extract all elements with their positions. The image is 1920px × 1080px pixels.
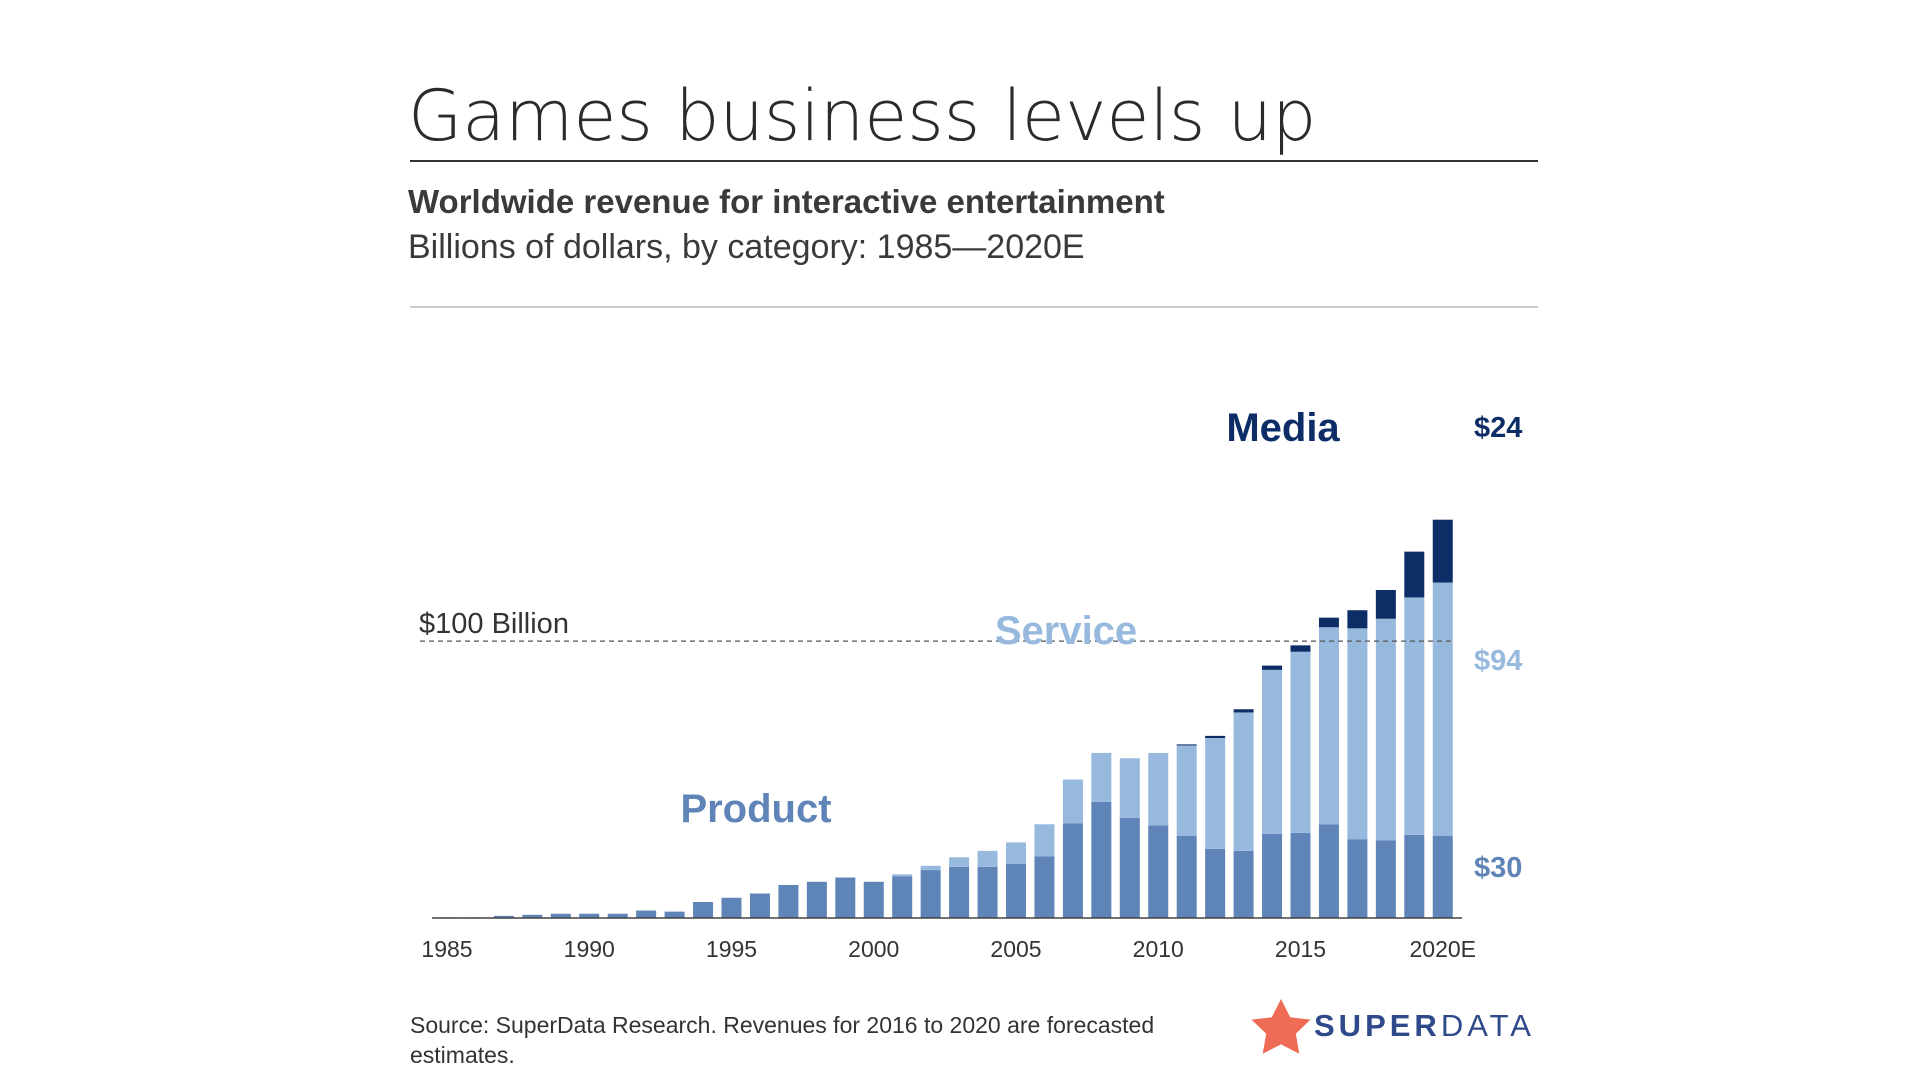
- bar-service-2011: [1176, 745, 1197, 836]
- bar-product-1990: [579, 913, 600, 918]
- bar-product-2000: [863, 881, 884, 918]
- series-label-media: Media: [1226, 406, 1340, 450]
- bar-product-2011: [1176, 836, 1197, 918]
- source-note-line2: estimates.: [410, 1042, 515, 1068]
- bar-product-1995: [721, 897, 742, 918]
- bar-media-2013: [1233, 709, 1254, 713]
- x-tick-label-2020E: 2020E: [1409, 936, 1476, 962]
- star-icon: [1251, 999, 1311, 1054]
- end-label-product: $30: [1474, 852, 1522, 884]
- series-label-service: Service: [995, 609, 1137, 653]
- x-tick-label-2010: 2010: [1133, 936, 1184, 962]
- bar-product-1998: [806, 881, 827, 918]
- bar-product-2012: [1205, 848, 1226, 918]
- bar-product-1989: [550, 913, 571, 918]
- bar-service-2006: [1034, 824, 1055, 857]
- series-labels: Product Service Media: [680, 406, 1340, 831]
- end-value-labels: $24 $94 $30: [1474, 412, 1522, 884]
- bar-product-2017: [1347, 839, 1368, 918]
- bar-product-2007: [1062, 823, 1083, 918]
- bar-media-2016: [1318, 617, 1339, 628]
- bar-service-2001: [892, 874, 913, 877]
- bar-media-2020E: [1432, 519, 1453, 583]
- bar-product-2003: [949, 866, 970, 918]
- bar-product-1988: [522, 914, 543, 918]
- x-tick-label-2005: 2005: [990, 936, 1041, 962]
- bar-media-2017: [1347, 610, 1368, 629]
- end-label-service: $94: [1474, 645, 1522, 677]
- bar-service-2010: [1148, 752, 1169, 826]
- bar-product-2019: [1404, 834, 1425, 918]
- bar-service-2002: [920, 865, 941, 871]
- bar-media-2012: [1205, 735, 1226, 739]
- bar-service-2008: [1091, 752, 1112, 802]
- bar-product-2016: [1318, 824, 1339, 918]
- bar-media-2011: [1176, 744, 1197, 746]
- bar-product-2006: [1034, 856, 1055, 918]
- chart-description: Billions of dollars, by category: 1985—2…: [408, 228, 1085, 266]
- source-note-line1: Source: SuperData Research. Revenues for…: [410, 1012, 1154, 1038]
- bar-product-1992: [636, 910, 657, 918]
- bar-service-2007: [1062, 779, 1083, 824]
- bar-media-2018: [1375, 589, 1396, 619]
- end-label-media: $24: [1474, 412, 1522, 444]
- bar-service-2018: [1375, 618, 1396, 841]
- plot-bars: [437, 519, 1453, 919]
- reference-line-label: $100 Billion: [419, 608, 569, 640]
- bar-service-2017: [1347, 628, 1368, 840]
- bar-product-1994: [693, 902, 714, 918]
- bar-service-2003: [949, 857, 970, 867]
- chart-subtitle: Worldwide revenue for interactive entert…: [408, 183, 1165, 220]
- bar-media-2014: [1262, 665, 1283, 670]
- bar-service-2004: [977, 850, 998, 867]
- bar-service-2019: [1404, 597, 1425, 835]
- bar-service-2012: [1205, 738, 1226, 849]
- bar-product-2013: [1233, 850, 1254, 918]
- superdata-logo: SUPERDATA: [1251, 999, 1535, 1054]
- x-tick-label-2000: 2000: [848, 936, 899, 962]
- bar-product-2015: [1290, 832, 1311, 918]
- x-tick-label-1995: 1995: [706, 936, 757, 962]
- bar-product-1991: [607, 913, 628, 918]
- x-tick-label-1990: 1990: [564, 936, 615, 962]
- x-tick-label-1985: 1985: [421, 936, 472, 962]
- bar-service-2016: [1318, 627, 1339, 825]
- bar-service-2013: [1233, 712, 1254, 851]
- reference-line-group: $100 Billion: [419, 608, 1452, 642]
- bar-product-2020E: [1432, 836, 1453, 918]
- bar-product-1987: [493, 915, 514, 918]
- bar-product-2014: [1262, 833, 1283, 918]
- bar-product-2001: [892, 876, 913, 918]
- logo-text-super: SUPER: [1314, 1008, 1441, 1043]
- series-label-product: Product: [680, 787, 831, 831]
- bar-product-1997: [778, 884, 799, 919]
- logo-text-data: DATA: [1441, 1008, 1535, 1043]
- x-tick-label-2015: 2015: [1275, 936, 1326, 962]
- x-axis-ticks: 1985 1990 1995 2000 2005 2010 2015 2020E: [421, 936, 1476, 962]
- bar-product-2018: [1375, 840, 1396, 918]
- bar-media-2019: [1404, 551, 1425, 598]
- bar-product-2010: [1148, 825, 1169, 919]
- bar-product-1993: [664, 911, 685, 918]
- bar-product-1999: [835, 877, 856, 918]
- bar-service-2015: [1290, 651, 1311, 833]
- bar-product-2004: [977, 866, 998, 918]
- bar-product-1996: [749, 893, 770, 918]
- logo-wordmark: SUPERDATA: [1314, 1008, 1535, 1043]
- bar-product-2008: [1091, 801, 1112, 918]
- bar-product-2005: [1006, 863, 1026, 918]
- bar-product-2002: [920, 870, 941, 918]
- chart-title: Games business levels up: [408, 75, 1316, 157]
- bar-service-2020E: [1432, 582, 1453, 836]
- bar-service-2005: [1006, 842, 1026, 864]
- bar-product-2009: [1119, 817, 1140, 918]
- bar-media-2015: [1290, 645, 1311, 652]
- bar-service-2014: [1262, 669, 1283, 834]
- bar-service-2009: [1119, 758, 1140, 818]
